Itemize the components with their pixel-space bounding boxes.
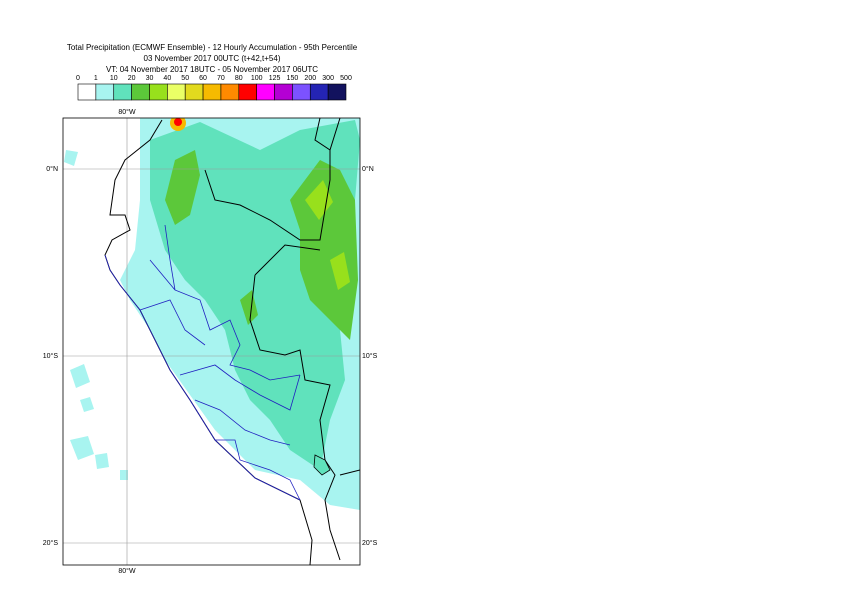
legend-label: 200 <box>304 75 316 82</box>
lat-label: 20°S <box>362 539 378 547</box>
title: Total Precipitation (ECMWF Ensemble) - 1… <box>67 43 358 52</box>
legend-label: 500 <box>340 75 352 82</box>
legend-label: 125 <box>269 75 281 82</box>
legend-swatch <box>274 83 293 101</box>
map <box>63 118 360 565</box>
legend-label: 20 <box>128 75 136 82</box>
legend-swatch <box>220 83 240 101</box>
legend-label: 50 <box>181 75 189 82</box>
legend-label: 0 <box>76 75 80 82</box>
legend-swatch <box>327 83 347 101</box>
lat-label: 0°N <box>46 165 58 173</box>
lon-label: 80°W <box>118 108 136 116</box>
valid-time: VT: 04 November 2017 18UTC - 05 November… <box>106 65 318 74</box>
legend-label: 10 <box>110 75 118 82</box>
legend-swatch <box>292 83 311 101</box>
legend-swatch <box>238 83 257 101</box>
lat-label: 10°S <box>362 352 378 360</box>
legend-swatch <box>184 83 204 101</box>
legend-swatch <box>131 83 150 101</box>
legend-label: 40 <box>163 75 171 82</box>
legend-label: 30 <box>146 75 154 82</box>
legend-swatch <box>113 83 132 101</box>
legend-label: 70 <box>217 75 225 82</box>
lon-label: 80°W <box>118 567 136 575</box>
lat-label: 20°S <box>43 539 59 547</box>
legend-label: 100 <box>251 75 263 82</box>
legend-swatch <box>202 83 222 101</box>
legend-swatch <box>77 83 97 101</box>
legend-swatch <box>167 83 186 101</box>
lat-label: 10°S <box>43 352 59 360</box>
lat-labels: 0°N 10°S 20°S 0°N 10°S 20°S <box>43 165 378 547</box>
legend: 0 1 10 20 30 40 50 60 70 80 100 125 150 200 300 500 <box>76 75 352 101</box>
map-frame <box>62 117 361 566</box>
legend-label: 60 <box>199 75 207 82</box>
legend-swatch <box>309 83 329 101</box>
legend-label: 300 <box>322 75 334 82</box>
legend-label: 150 <box>287 75 299 82</box>
legend-swatch <box>149 83 168 101</box>
base-time: 03 November 2017 00UTC (t+42,t+54) <box>144 54 281 63</box>
legend-label: 80 <box>235 75 243 82</box>
legend-swatch <box>256 83 275 101</box>
legend-swatch <box>95 83 115 101</box>
legend-label: 1 <box>94 75 98 82</box>
lat-label: 0°N <box>362 165 374 173</box>
